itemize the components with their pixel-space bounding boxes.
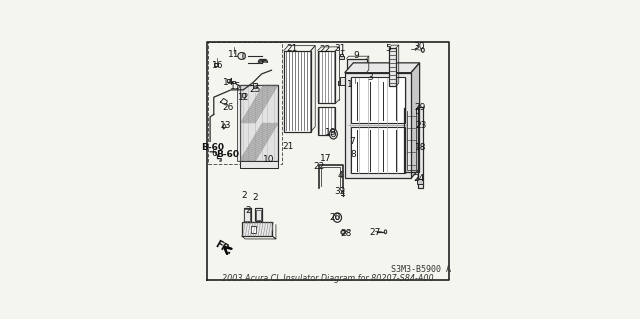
- Bar: [209, 42, 282, 164]
- Bar: [241, 93, 245, 97]
- Bar: [214, 63, 218, 66]
- Text: 2: 2: [245, 206, 251, 215]
- Text: 21: 21: [287, 44, 298, 53]
- Bar: [317, 107, 335, 135]
- Text: 19: 19: [325, 128, 337, 137]
- Bar: [284, 50, 311, 132]
- Bar: [255, 210, 261, 220]
- Text: 21: 21: [282, 142, 294, 151]
- Bar: [345, 73, 411, 178]
- Text: 12: 12: [237, 93, 249, 102]
- Text: 23: 23: [415, 121, 426, 130]
- Text: 22: 22: [319, 45, 331, 54]
- Text: B-60: B-60: [201, 143, 224, 152]
- Text: 30: 30: [413, 42, 424, 51]
- Ellipse shape: [421, 48, 424, 52]
- Text: 16: 16: [212, 61, 223, 70]
- Bar: [241, 222, 272, 236]
- Text: 6: 6: [212, 149, 218, 158]
- Polygon shape: [345, 63, 420, 73]
- Text: 2: 2: [241, 191, 247, 200]
- Text: FR.: FR.: [213, 239, 234, 256]
- Text: 24: 24: [413, 174, 424, 183]
- Bar: [253, 83, 257, 88]
- Bar: [244, 208, 251, 222]
- Text: 27: 27: [369, 228, 381, 237]
- Ellipse shape: [384, 230, 387, 234]
- Bar: [232, 80, 235, 83]
- Text: B-60: B-60: [216, 150, 239, 159]
- Text: 17: 17: [320, 154, 332, 163]
- Bar: [317, 50, 335, 103]
- Text: S3M3-B5900 A: S3M3-B5900 A: [390, 265, 451, 274]
- Bar: [255, 208, 262, 220]
- Text: 2: 2: [252, 193, 258, 202]
- Bar: [347, 59, 367, 72]
- Text: 22: 22: [313, 161, 324, 171]
- Bar: [416, 108, 420, 113]
- Ellipse shape: [335, 216, 339, 219]
- Text: 14: 14: [223, 78, 234, 87]
- Text: 31: 31: [334, 44, 346, 53]
- Bar: [239, 161, 278, 168]
- Bar: [340, 54, 343, 56]
- Ellipse shape: [342, 190, 344, 192]
- Bar: [351, 127, 405, 174]
- Bar: [244, 209, 250, 221]
- Text: 25: 25: [250, 85, 261, 94]
- Ellipse shape: [243, 53, 245, 59]
- Text: 26: 26: [223, 102, 234, 112]
- Bar: [251, 226, 256, 233]
- Text: 9: 9: [353, 51, 359, 60]
- Text: 8: 8: [350, 151, 356, 160]
- Text: 10: 10: [263, 155, 275, 164]
- Ellipse shape: [331, 131, 335, 137]
- Text: 5: 5: [385, 44, 391, 53]
- Bar: [339, 56, 344, 59]
- Text: 18: 18: [415, 143, 426, 152]
- Ellipse shape: [330, 129, 337, 139]
- Bar: [237, 85, 239, 161]
- Text: 29: 29: [415, 102, 426, 112]
- Text: 32: 32: [334, 187, 346, 196]
- Ellipse shape: [341, 230, 346, 234]
- Text: 13: 13: [220, 121, 232, 130]
- Text: 11: 11: [228, 50, 240, 59]
- Text: 2003 Acura CL Insulator Diagram for 80207-S84-A00: 2003 Acura CL Insulator Diagram for 8020…: [222, 274, 434, 283]
- Text: 1: 1: [348, 80, 353, 89]
- Ellipse shape: [333, 213, 342, 222]
- Text: 7: 7: [349, 137, 355, 146]
- Polygon shape: [411, 63, 420, 178]
- Text: 28: 28: [340, 229, 351, 238]
- Bar: [340, 77, 346, 85]
- Bar: [389, 48, 396, 86]
- Bar: [417, 179, 422, 184]
- Text: 4: 4: [338, 171, 344, 180]
- Text: 20: 20: [330, 212, 341, 222]
- Text: 15: 15: [230, 82, 242, 91]
- Bar: [239, 85, 278, 161]
- Bar: [419, 107, 423, 188]
- Text: 3: 3: [367, 73, 372, 82]
- Ellipse shape: [238, 53, 245, 59]
- Bar: [227, 79, 230, 82]
- Bar: [351, 77, 405, 123]
